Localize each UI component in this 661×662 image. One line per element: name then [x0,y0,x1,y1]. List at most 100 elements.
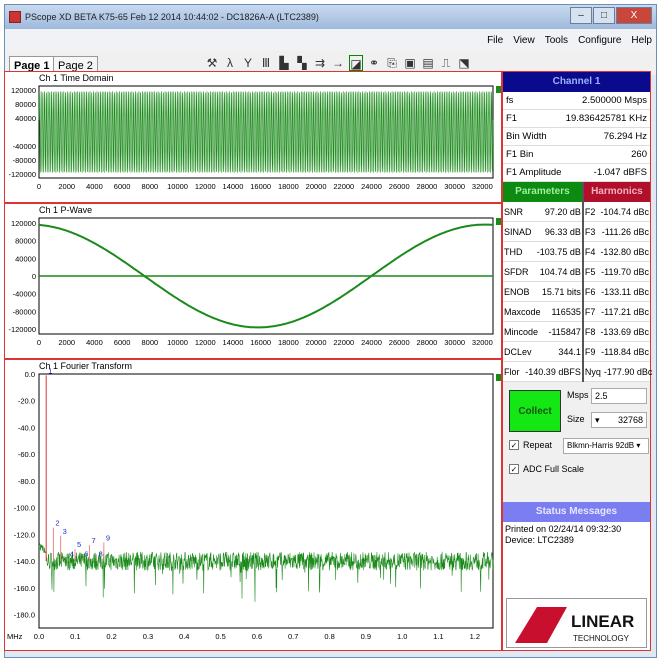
window-function-value: Blkmn-Harris 92dB [567,441,635,450]
x-tick-label: 6000 [114,338,131,347]
row-label: Bin Width [506,131,547,142]
y-tick-label: -80.0 [18,477,35,486]
chevron-down-icon: ▾ [636,441,641,450]
fft-chart[interactable]: 0.0 -20.0 -40.0 -60.0 -80.0 -100.0 -120.0 -140.… [5,360,501,650]
export-icon[interactable]: ⎘ [387,56,397,70]
x-tick-label: 14000 [223,182,244,191]
minimize-button[interactable]: – [570,7,592,24]
row-label: F4 [584,247,596,257]
harmonics-row: F4 -132.80 dBc [583,242,650,262]
harmonics-row: F6 -133.11 dBc [583,282,650,302]
x-tick-label: 4000 [86,338,103,347]
link-icon[interactable]: ⚭ [368,56,380,70]
row-value: -117.21 dBc [601,307,649,317]
x-tick-label: 1.1 [433,632,443,641]
row-label: Flor [504,367,520,377]
row-value: 96.33 dB [544,227,581,237]
fft-pane: 0.0 -20.0 -40.0 -60.0 -80.0 -100.0 -120.0 -140.… [5,360,501,650]
x-tick-label: 1.2 [470,632,480,641]
harmonics-row: F7 -117.21 dBc [583,302,650,322]
channel-row: F1 Amplitude -1.047 dBFS [503,164,650,182]
harmonic-label: 4 [70,549,74,558]
parameters-row: Mincode -115847 [503,322,582,342]
row-value: 76.294 Hz [603,131,647,142]
chart-export-icon[interactable]: ⬔ [458,56,470,70]
side-panel: Channel 1 fs 2.500000 Msps F1 19.836425781 … [502,71,652,651]
y-tick-label: -80000 [13,156,36,165]
histogram-alt-icon[interactable]: ▚ [297,56,307,70]
maximize-button[interactable]: □ [593,7,615,24]
x-tick-label: 30000 [444,182,465,191]
row-value: 104.74 dB [539,267,581,277]
adc-full-scale-checkbox[interactable]: ✓ ADC Full Scale [509,464,584,474]
lambda-icon[interactable]: λ [227,56,233,70]
harmonics-row: F8 -133.69 dBc [583,322,650,342]
row-label: F5 [584,267,596,277]
row-label: F8 [584,327,596,337]
x-tick-label: 32000 [472,182,493,191]
row-label: SFDR [504,267,529,277]
bars-icon[interactable]: Ⅲ [261,56,271,70]
repeat-checkbox[interactable]: ✓ Repeat [509,440,552,450]
plot-frame [38,373,494,629]
row-label: F9 [584,347,596,357]
row-value: -118.84 dBc [601,347,649,357]
harmonic-label: 8 [99,549,103,558]
menu-view[interactable]: View [513,34,535,46]
menu-help[interactable]: Help [631,34,652,46]
x-tick-label: 20000 [306,182,327,191]
size-value: 32768 [617,415,643,425]
histogram-icon[interactable]: ▙ [279,56,289,70]
save-icon[interactable]: ▣ [404,56,416,70]
harmonic-label: 9 [106,533,110,542]
x-tick-label: 0.6 [252,632,262,641]
x-tick-label: 20000 [306,338,327,347]
tab-page-1[interactable]: Page 1 [9,56,55,75]
channel-row: fs 2.500000 Msps [503,92,650,110]
check-icon: ✓ [509,440,519,450]
window-title: PScope XD BETA K75-65 Feb 12 2014 10:44:… [25,12,319,22]
row-label: F3 [584,227,596,237]
save-selected-icon[interactable]: ▤ [422,56,434,70]
row-label: F1 Amplitude [506,167,562,178]
row-label: F6 [584,287,596,297]
avg-arrow-icon[interactable]: → [332,56,344,70]
size-select[interactable]: ▾ 32768 [591,412,647,428]
row-value: -111.26 dBc [601,227,649,237]
tab-page-2[interactable]: Page 2 [53,56,98,75]
chevron-down-icon: ▾ [595,415,600,425]
svg-text:TECHNOLOGY: TECHNOLOGY [573,634,630,643]
waveform-icon[interactable]: ◪ [349,55,363,71]
row-label: SINAD [504,227,532,237]
channel-row: F1 Bin 260 [503,146,650,164]
x-tick-label: 32000 [472,338,493,347]
y-tick-label: -80000 [13,307,36,316]
adc-full-scale-label: ADC Full Scale [523,464,585,474]
y-tick-label: -180.0 [14,611,35,620]
row-value: -115847 [548,327,581,337]
menu-file[interactable]: File [487,34,504,46]
collect-button[interactable]: Collect [509,390,561,432]
x-tick-label: 6000 [114,182,131,191]
menu-tools[interactable]: Tools [544,34,569,46]
msps-input[interactable]: 2.5 [591,388,647,404]
menu-configure[interactable]: Configure [578,34,622,46]
x-tick-label: 1.0 [397,632,407,641]
x-tick-label: 28000 [417,338,438,347]
y-tick-label: 80000 [15,237,36,246]
x-tick-label: 0.1 [70,632,80,641]
window-function-select[interactable]: Blkmn-Harris 92dB ▾ [563,438,649,454]
chart-title: Ch 1 P-Wave [39,205,93,215]
pulse-icon[interactable]: ⎍ [441,56,451,70]
channel-row: Bin Width 76.294 Hz [503,128,650,146]
filter-icon[interactable]: Y [243,56,252,70]
x-tick-label: 0.4 [179,632,189,641]
close-button[interactable]: X [616,7,652,24]
probe-icon[interactable]: ⚒ [206,56,218,70]
x-tick-label: 12000 [195,338,216,347]
avg-icon[interactable]: ⇉ [314,56,326,70]
parameters-row: Flor -140.39 dBFS [503,362,582,382]
row-label: F1 [506,113,518,124]
